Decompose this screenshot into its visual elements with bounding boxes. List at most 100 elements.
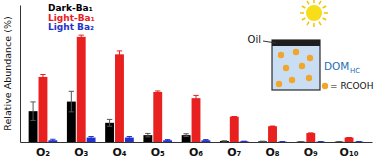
oil-layer [272,40,320,46]
sun-ray [319,1,321,4]
x-axis: O₂ O₃ O₄ O₅ O₆ O₇ O₈ O₉ O₁₀ [21,142,373,159]
error-bar [337,141,342,142]
bar [201,140,210,142]
x-tick: O₆ [189,142,203,159]
bar [335,141,344,142]
sun-ray [313,0,315,3]
sun-ray [313,23,315,27]
chart: Oil DOMHC = RCOOH O₂ O₃ O₄ O₅ O₆ O₇ O₈ O₉ O₁₀ Relati… [0,0,378,165]
x-tick: O₈ [265,142,279,159]
x-tick-label: O₉ [304,146,318,159]
x-tick-label: O₇ [227,146,241,159]
x-axis-line [21,142,373,143]
bar [220,141,229,142]
error-bar [260,141,265,142]
acid-dot [306,75,312,81]
bar [316,141,325,142]
error-bar [308,133,313,134]
legend: Dark-Ba₁Light-Ba₁Light Ba₂ [48,3,95,32]
bar [278,141,287,142]
sun-ray [324,12,328,14]
error-bar [280,141,285,142]
error-bar [40,75,45,80]
annotation-subscript: HC [350,67,360,75]
error-bar [270,126,275,127]
series [29,91,344,142]
sun-ray [323,18,326,20]
legend-entry: Light Ba₂ [48,22,94,32]
acid-dot [307,55,313,61]
annotation: DOM [324,60,349,72]
acid-dot [278,52,284,58]
x-tick: O₂ [36,142,50,159]
error-bar [232,116,237,117]
bar [296,141,305,142]
error-bar [88,137,93,139]
error-bar [193,95,198,100]
bar [230,117,239,142]
x-tick-label: O₄ [112,146,126,159]
x-tick: O₉ [304,142,318,159]
x-tick-label: O₃ [74,146,88,159]
error-bar [50,139,55,141]
bar [192,98,201,142]
sun-ray [307,1,309,4]
series [39,35,354,142]
error-bar [69,91,74,112]
sun [300,0,328,27]
bar [153,92,162,142]
x-tick: O₁₀ [340,142,359,159]
y-axis [20,6,21,143]
sun-disc [306,5,322,21]
acid-dot [293,49,299,55]
bar [306,133,315,142]
y-axis-title: Relative Abundance (%) [2,16,13,130]
water-box [272,40,320,90]
bar [163,140,172,142]
x-tick: O₅ [151,142,165,159]
acid-dot [276,81,282,87]
error-bar [241,141,246,142]
bar [77,37,86,142]
sun-ray [302,18,305,20]
x-tick-label: O₂ [36,146,50,159]
oil-pointer [263,41,276,43]
legend-entry: Light-Ba₁ [48,13,95,23]
bar [115,54,124,142]
bar [240,141,249,142]
annotation: Oil [248,34,261,45]
acid-dot [299,63,305,69]
annotation: = RCOOH [330,81,373,91]
error-bar [79,35,84,38]
x-tick: O₃ [74,142,88,159]
error-bar [183,134,188,137]
error-bar [155,91,160,93]
bar [39,77,48,142]
sun-ray [319,22,321,25]
x-tick: O₇ [227,142,241,159]
error-bar [346,137,351,138]
legend-dot [322,83,328,89]
error-bar [318,141,323,142]
bar [258,141,267,142]
error-bar [30,102,35,120]
acid-dot [283,65,289,71]
x-tick-label: O₁₀ [340,146,359,159]
sun-ray [302,6,305,8]
legend-entry: Dark-Ba₁ [48,3,93,13]
bar [354,141,363,142]
error-bar [117,51,122,58]
inset-illustration: Oil DOMHC = RCOOH [248,0,374,91]
x-tick: O₄ [112,142,126,159]
error-bar [107,119,112,126]
acid-dot [289,77,295,83]
error-bar [356,141,361,142]
bar [345,138,354,142]
series [48,137,363,142]
error-bar [222,140,227,141]
y-axis-line [20,6,21,143]
error-bar [165,140,170,141]
sun-ray [307,22,309,25]
sun-ray [300,12,304,14]
error-bar [298,141,303,142]
